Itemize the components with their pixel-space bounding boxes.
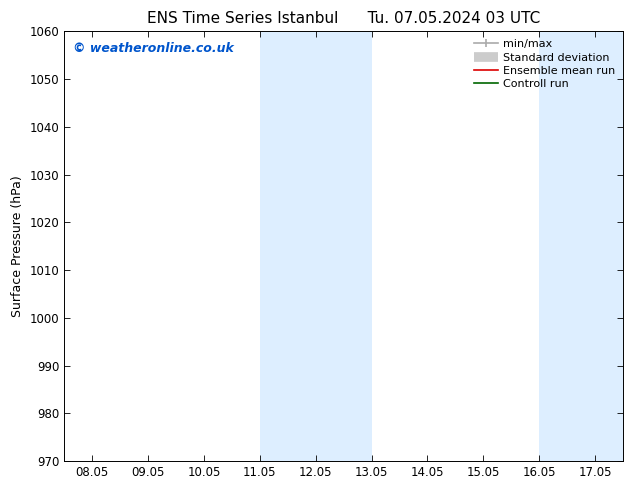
Title: ENS Time Series Istanbul      Tu. 07.05.2024 03 UTC: ENS Time Series Istanbul Tu. 07.05.2024 …	[147, 11, 540, 26]
Text: © weatheronline.co.uk: © weatheronline.co.uk	[73, 42, 233, 55]
Bar	[260, 31, 372, 461]
Y-axis label: Surface Pressure (hPa): Surface Pressure (hPa)	[11, 175, 24, 317]
Bar	[539, 31, 623, 461]
Legend: min/max, Standard deviation, Ensemble mean run, Controll run: min/max, Standard deviation, Ensemble me…	[472, 37, 618, 92]
